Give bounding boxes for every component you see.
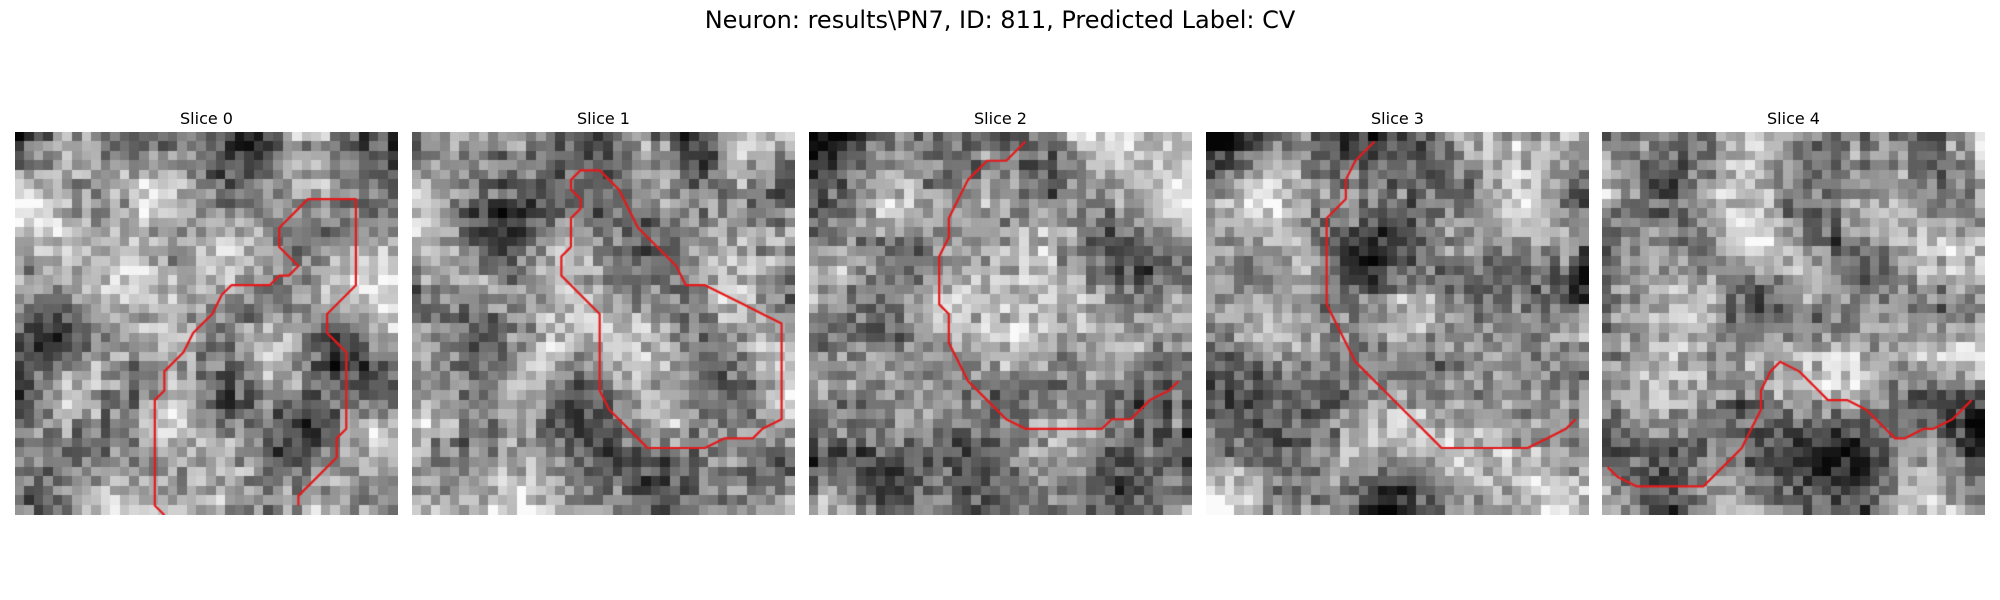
panel-title: Slice 2 (974, 109, 1027, 128)
slice-panel: Slice 2 (809, 110, 1192, 515)
slice-panel: Slice 3 (1206, 110, 1589, 515)
slice-image (15, 132, 398, 515)
slice-panel: Slice 4 (1602, 110, 1985, 515)
slice-panel: Slice 0 (15, 110, 398, 515)
figure-title: Neuron: results\PN7, ID: 811, Predicted … (704, 6, 1296, 34)
slice-image (412, 132, 795, 515)
panel-title: Slice 0 (180, 109, 233, 128)
panel-title: Slice 3 (1371, 109, 1424, 128)
slice-image (1206, 132, 1589, 515)
slice-image (809, 132, 1192, 515)
panel-title: Slice 1 (577, 109, 630, 128)
slice-image (1602, 132, 1985, 515)
panel-title: Slice 4 (1767, 109, 1820, 128)
slice-panel: Slice 1 (412, 110, 795, 515)
